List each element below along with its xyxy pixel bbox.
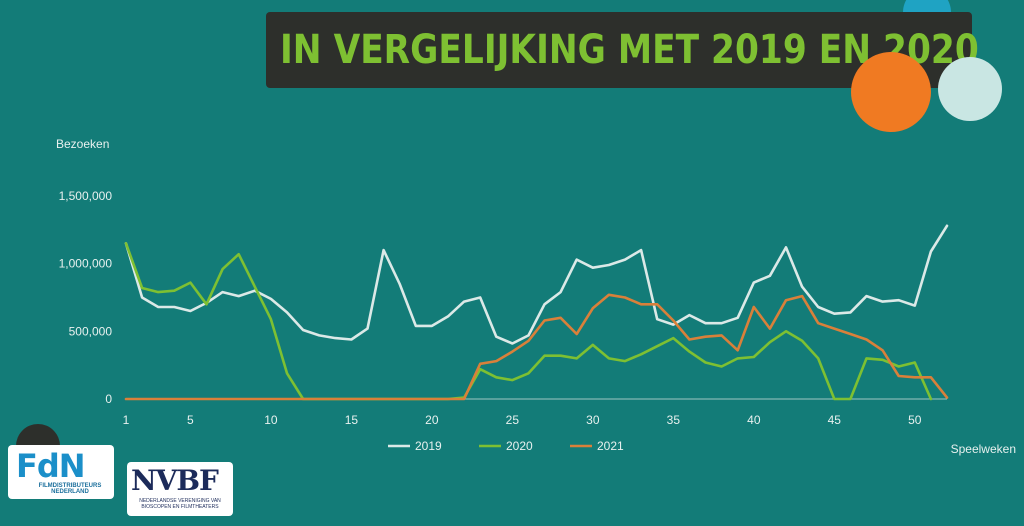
- x-tick-label: 30: [586, 413, 600, 427]
- legend-label-2021: 2021: [597, 439, 624, 453]
- fdn-logo-subtitle: FILMDISTRIBUTEURS NEDERLAND: [38, 483, 102, 495]
- decor-circle-orange: [851, 52, 931, 132]
- nvbf-logo-word: NVBF: [131, 464, 219, 497]
- x-tick-label: 50: [908, 413, 922, 427]
- x-tick-label: 5: [187, 413, 194, 427]
- series-line-2020: [124, 242, 933, 401]
- fdn-logo: FdN FILMDISTRIBUTEURS NEDERLAND: [8, 445, 114, 499]
- y-axis-title: Bezoeken: [56, 137, 109, 151]
- nvbf-logo: NVBF NEDERLANDSE VERENIGING VAN BIOSCOPE…: [127, 462, 233, 516]
- series-line-2019: [124, 224, 949, 345]
- fdn-logo-word: FdN: [16, 447, 86, 485]
- legend-label-2020: 2020: [506, 439, 533, 453]
- decor-circle-light: [938, 57, 1002, 121]
- x-tick-label: 1: [123, 413, 130, 427]
- y-tick-label: 1,500,000: [59, 189, 113, 203]
- x-tick-label: 40: [747, 413, 761, 427]
- x-tick-label: 45: [828, 413, 842, 427]
- x-axis-title: Speelweken: [951, 442, 1016, 456]
- nvbf-logo-subtitle: NEDERLANDSE VERENIGING VAN BIOSCOPEN EN …: [139, 498, 221, 510]
- x-tick-label: 15: [345, 413, 359, 427]
- x-tick-label: 35: [667, 413, 681, 427]
- x-tick-label: 20: [425, 413, 439, 427]
- y-tick-label: 1,000,000: [59, 257, 113, 271]
- y-tick-label: 0: [105, 392, 112, 406]
- y-tick-label: 500,000: [69, 324, 113, 338]
- x-tick-label: 10: [264, 413, 278, 427]
- legend-label-2019: 2019: [415, 439, 442, 453]
- x-tick-label: 25: [506, 413, 520, 427]
- series-line-2021: [124, 293, 949, 401]
